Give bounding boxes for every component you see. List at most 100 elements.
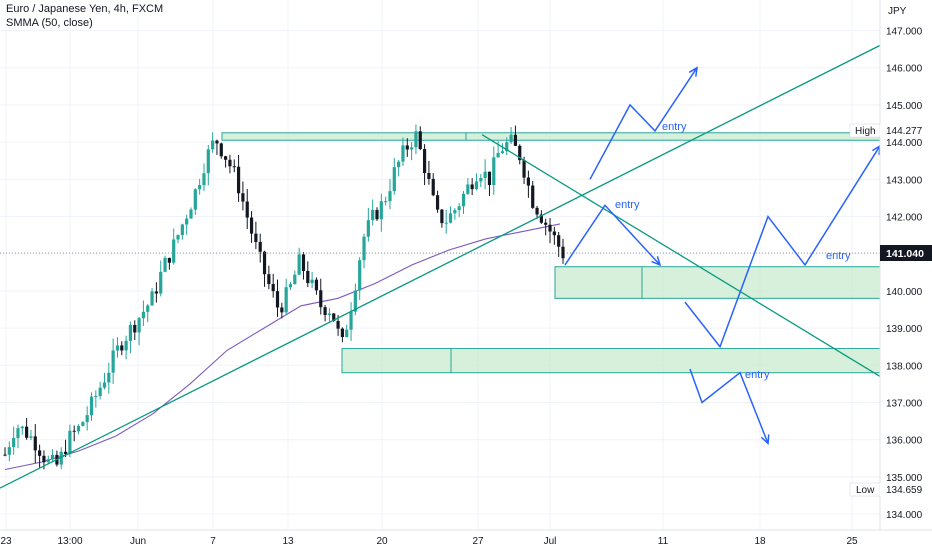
candle-body xyxy=(336,321,340,329)
entry-annotation: entry xyxy=(662,121,687,133)
x-tick-label: Jun xyxy=(130,536,146,547)
projection-path[interactable] xyxy=(564,204,661,266)
projection-path[interactable] xyxy=(684,145,881,349)
candle-body xyxy=(483,171,487,178)
candle-body xyxy=(535,207,539,215)
candle-body xyxy=(236,166,241,194)
chart-title: Euro / Japanese Yen, 4h, FXCM xyxy=(6,3,164,15)
candle-body xyxy=(319,290,323,308)
candle-body xyxy=(401,145,405,162)
candle-body xyxy=(29,436,33,438)
candle-body xyxy=(353,290,357,312)
candle-body xyxy=(245,201,249,218)
y-tick-label: 136.000 xyxy=(886,436,923,447)
candle-body xyxy=(159,271,163,294)
y-tick-label: 147.000 xyxy=(886,27,923,38)
y-tick-label: 146.000 xyxy=(886,64,923,75)
candle-body xyxy=(120,345,124,351)
candle-body xyxy=(163,257,167,272)
x-tick-label: 27 xyxy=(472,536,484,547)
candle-body xyxy=(474,181,479,190)
candle-body xyxy=(418,131,422,150)
projection-arrowhead xyxy=(688,66,698,77)
candle-body xyxy=(332,313,336,322)
candle-body xyxy=(461,193,466,207)
y-tick-label: 139.000 xyxy=(886,324,923,335)
y-tick-label: 143.000 xyxy=(886,175,923,186)
candle-body xyxy=(366,220,370,237)
candle-body xyxy=(327,313,332,315)
y-tick-label: 134.000 xyxy=(886,510,923,521)
candle-body xyxy=(115,345,120,351)
candle-body xyxy=(539,214,543,223)
candle-body xyxy=(198,185,202,190)
candle-body xyxy=(262,251,267,275)
indicator-label: SMMA (50, close) xyxy=(6,17,93,29)
candle-body xyxy=(297,254,301,275)
y-tick-label: 144.000 xyxy=(886,138,923,149)
candle-body xyxy=(371,209,375,221)
candle-body xyxy=(284,287,288,313)
candle-body xyxy=(487,171,492,186)
candle-body xyxy=(267,274,271,285)
candle-body xyxy=(548,224,552,232)
candle-body xyxy=(25,426,29,438)
y-tick-label: 140.000 xyxy=(886,287,923,298)
candle-body xyxy=(59,451,63,465)
candle-body xyxy=(435,195,440,210)
candle-body xyxy=(561,246,565,259)
candle-body xyxy=(310,279,314,284)
x-tick-label: 11 xyxy=(658,536,669,547)
supply-demand-zone xyxy=(554,266,881,299)
candle-body xyxy=(314,279,319,291)
x-tick-label: 13 xyxy=(282,536,294,547)
candle-body xyxy=(557,235,561,247)
candle-body xyxy=(410,147,414,150)
candle-body xyxy=(288,284,293,288)
candle-body xyxy=(340,328,344,338)
y-tick-label: 137.000 xyxy=(886,399,923,410)
candle-body xyxy=(397,161,401,168)
candle-body xyxy=(392,167,396,192)
candle-body xyxy=(241,193,245,202)
candle-body xyxy=(444,222,448,224)
candle-body xyxy=(379,201,383,220)
candle-body xyxy=(505,142,509,152)
candle-body xyxy=(211,140,215,150)
y-tick-label: 138.000 xyxy=(886,361,923,372)
candle-body xyxy=(271,284,275,292)
candle-body xyxy=(176,235,180,240)
trendline[interactable] xyxy=(481,134,881,378)
candle-body xyxy=(46,459,50,463)
candle-body xyxy=(479,177,483,182)
x-tick-label: Jul xyxy=(544,536,557,547)
candle-body xyxy=(258,242,262,252)
last-price-value: 141.040 xyxy=(886,248,924,260)
candle-body xyxy=(466,184,470,194)
entry-annotation: entry xyxy=(745,369,770,381)
candle-body xyxy=(228,159,232,167)
candle-body xyxy=(50,454,55,460)
candle-body xyxy=(362,236,366,261)
projection-path[interactable] xyxy=(689,368,769,444)
x-tick-label: 20 xyxy=(376,536,388,547)
candle-body xyxy=(375,209,379,220)
candle-body xyxy=(189,209,193,219)
supply-demand-zone xyxy=(341,348,881,374)
candle-body xyxy=(323,307,327,315)
candle-body xyxy=(33,436,37,451)
candle-body xyxy=(518,145,522,161)
candle-body xyxy=(137,318,141,333)
candle-body xyxy=(154,291,158,294)
trendline[interactable] xyxy=(0,44,881,489)
candle-body xyxy=(224,156,228,160)
x-tick-label: 13:00 xyxy=(57,536,82,547)
candle-body xyxy=(280,307,284,313)
candle-body xyxy=(453,210,457,214)
projection-path[interactable] xyxy=(589,67,698,180)
high-value: 144.277 xyxy=(886,126,923,137)
low-value: 134.659 xyxy=(886,485,923,496)
entry-annotation: entry xyxy=(826,250,851,262)
candle-body xyxy=(16,428,20,438)
